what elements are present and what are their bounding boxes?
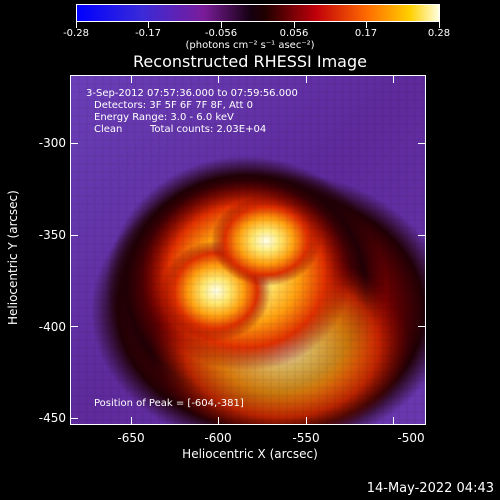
timestamp: 14-May-2022 04:43 xyxy=(366,481,494,496)
total-counts-label: Total counts: 2.03E+04 xyxy=(150,124,267,135)
x-tick-label: -500 xyxy=(397,431,425,445)
x-axis-title: Heliocentric X (arcsec) xyxy=(182,447,318,461)
colorbar xyxy=(76,4,440,22)
rhessi-image-panel xyxy=(70,75,426,425)
colorbar-tick-label: -0.17 xyxy=(135,28,161,39)
y-tick-label: -300 xyxy=(38,136,66,150)
colorbar-tick-label: -0.056 xyxy=(204,28,238,39)
y-tick-label: -400 xyxy=(38,320,66,334)
detectors-label: Detectors: 3F 5F 6F 7F 8F, Att 0 xyxy=(94,100,254,111)
rhessi-image xyxy=(71,76,425,424)
colorbar-units: (photons cm⁻² s⁻¹ asec⁻²) xyxy=(185,40,315,51)
plot-title: Reconstructed RHESSI Image xyxy=(133,52,367,71)
x-tick-label: -650 xyxy=(117,431,145,445)
x-tick-label: -600 xyxy=(204,431,232,445)
y-axis-title: Heliocentric Y (arcsec) xyxy=(6,190,20,325)
y-tick-label: -450 xyxy=(38,411,66,425)
time-range-label: 3-Sep-2012 07:57:36.000 to 07:59:56.000 xyxy=(86,88,298,99)
clean-label: Clean xyxy=(94,124,123,135)
x-tick-label: -550 xyxy=(292,431,320,445)
colorbar-tick-label: -0.28 xyxy=(63,28,89,39)
colorbar-tick-label: 0.28 xyxy=(427,28,451,39)
peak-position-label: Position of Peak = [-604,-381] xyxy=(94,398,244,409)
colorbar-tick-label: 0.056 xyxy=(279,28,309,39)
y-tick-label: -350 xyxy=(38,228,66,242)
colorbar-tick-label: 0.17 xyxy=(354,28,378,39)
energy-range-label: Energy Range: 3.0 - 6.0 keV xyxy=(94,112,234,123)
